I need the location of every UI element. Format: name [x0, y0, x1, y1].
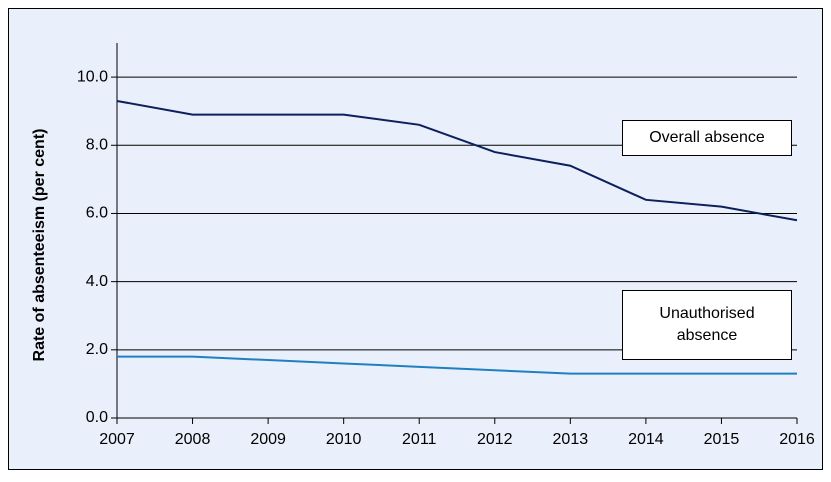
chart-frame — [8, 8, 823, 470]
y-tick-label: 2.0 — [86, 341, 108, 358]
series-annotation: Unauthorised absence — [622, 290, 792, 360]
x-tick-label: 2010 — [326, 431, 362, 448]
series-line — [117, 355, 797, 375]
series-line — [116, 99, 798, 222]
x-tick-label: 2016 — [779, 431, 815, 448]
y-axis-title: Rate of absenteeism (per cent) — [31, 129, 48, 362]
y-tick-label: 6.0 — [86, 205, 108, 222]
x-tick-label: 2008 — [175, 431, 211, 448]
y-tick-label: 10.0 — [77, 68, 108, 85]
series-annotation: Overall absence — [622, 120, 792, 156]
x-tick-label: 2009 — [250, 431, 286, 448]
y-tick-label: 4.0 — [86, 273, 108, 290]
y-tick-label: 8.0 — [86, 136, 108, 153]
x-tick-label: 2015 — [704, 431, 740, 448]
x-tick-label: 2007 — [99, 431, 135, 448]
y-tick-label: 0.0 — [86, 409, 108, 426]
x-tick-label: 2012 — [477, 431, 513, 448]
x-tick-label: 2011 — [402, 431, 437, 448]
x-tick-label: 2014 — [628, 431, 664, 448]
x-tick-label: 2013 — [553, 431, 589, 448]
